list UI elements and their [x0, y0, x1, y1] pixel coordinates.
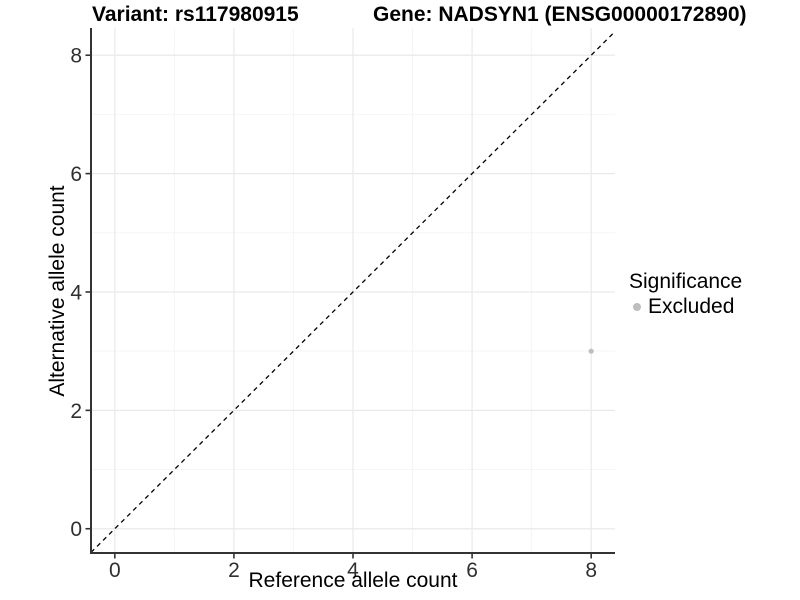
legend-item-label: Excluded — [648, 295, 735, 318]
svg-text:8: 8 — [585, 559, 597, 582]
legend-title: Significance — [629, 270, 743, 293]
svg-text:4: 4 — [70, 281, 82, 304]
svg-text:0: 0 — [70, 518, 82, 541]
svg-text:6: 6 — [70, 163, 82, 186]
svg-text:0: 0 — [109, 559, 121, 582]
legend-item-excluded: Excluded — [629, 295, 742, 319]
x-axis-label: Reference allele count — [248, 569, 458, 592]
title-gene: Gene: NADSYN1 (ENSG00000172890) — [373, 3, 747, 26]
legend-point-icon — [633, 303, 641, 311]
title-variant: Variant: rs117980915 — [92, 3, 299, 26]
y-axis-label: Alternative allele count — [46, 185, 69, 397]
legend: Significance Excluded — [629, 270, 742, 319]
svg-text:2: 2 — [70, 400, 82, 423]
svg-text:2: 2 — [228, 559, 240, 582]
svg-text:4: 4 — [347, 559, 359, 582]
svg-text:8: 8 — [70, 45, 82, 68]
svg-text:6: 6 — [466, 559, 478, 582]
